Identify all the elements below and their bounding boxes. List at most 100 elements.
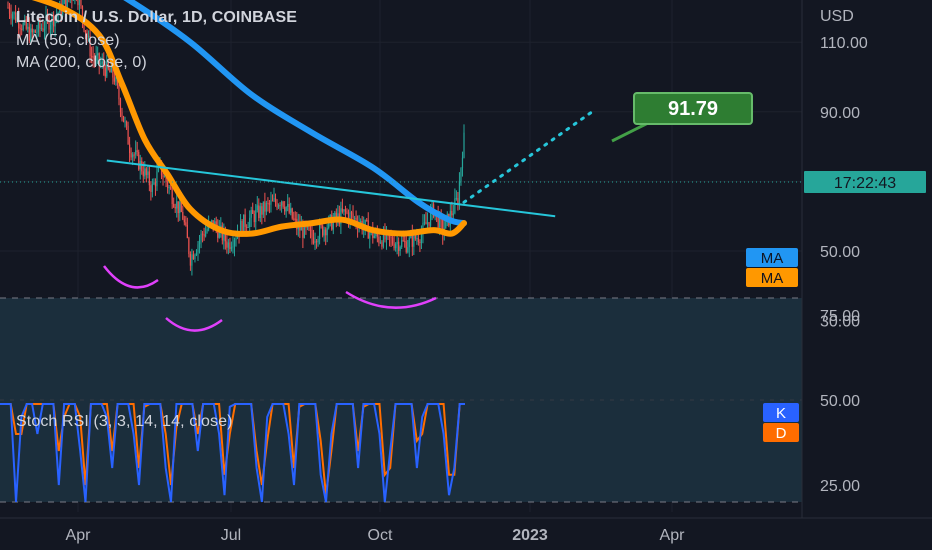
candle-body bbox=[94, 58, 96, 61]
candle-body bbox=[451, 210, 453, 216]
candle-body bbox=[18, 17, 20, 29]
candle-body bbox=[230, 246, 233, 250]
candle-body bbox=[180, 201, 182, 212]
candle-body bbox=[22, 22, 24, 30]
candle-body bbox=[410, 234, 412, 238]
candle-body bbox=[428, 222, 430, 226]
candle-body bbox=[118, 85, 120, 100]
candle-body bbox=[344, 209, 347, 212]
candle-body bbox=[378, 236, 380, 243]
candle-body bbox=[277, 205, 280, 208]
candle-body bbox=[77, 0, 79, 6]
candle-body bbox=[163, 175, 166, 178]
candle-body bbox=[189, 254, 191, 266]
candle-body bbox=[112, 66, 114, 78]
candle-body bbox=[185, 222, 187, 226]
candle-body bbox=[84, 30, 87, 34]
candle-body bbox=[135, 150, 137, 155]
ma-badge-label: MA bbox=[761, 270, 784, 287]
candle-body bbox=[271, 200, 274, 202]
candle-body bbox=[312, 237, 315, 243]
candle-body bbox=[253, 213, 255, 223]
candle-body bbox=[306, 226, 309, 228]
right-shoulder-arc bbox=[345, 290, 437, 309]
candle-body bbox=[429, 210, 432, 226]
candle-body bbox=[65, 0, 67, 11]
candle-body bbox=[104, 68, 106, 77]
candle-body bbox=[233, 240, 236, 247]
candle-body bbox=[235, 238, 237, 241]
ma200-legend: MA (200, close, 0) bbox=[16, 54, 147, 71]
stoch-badge-d bbox=[763, 423, 799, 442]
candle-body bbox=[329, 214, 331, 218]
candle-body bbox=[284, 207, 286, 212]
candle-body bbox=[311, 230, 313, 238]
candle-body bbox=[53, 14, 55, 27]
ma50-legend: MA (50, close) bbox=[16, 32, 120, 49]
candle-body bbox=[182, 211, 184, 220]
projection-dotted-line bbox=[462, 109, 596, 204]
countdown-label: 17:22:43 bbox=[834, 175, 896, 192]
candle-body bbox=[375, 232, 377, 236]
candle-body bbox=[36, 32, 38, 34]
price-tick-label: 50.00 bbox=[820, 244, 860, 261]
candle-body bbox=[154, 182, 157, 187]
candle-body bbox=[279, 205, 281, 207]
candle-body bbox=[205, 231, 207, 237]
candle-body bbox=[63, 0, 65, 4]
candle-body bbox=[103, 61, 105, 69]
candle-body bbox=[142, 171, 144, 177]
candle-body bbox=[33, 30, 35, 33]
candle-body bbox=[243, 214, 245, 234]
candle-body bbox=[116, 76, 119, 86]
candle-body bbox=[270, 200, 272, 205]
candle-body bbox=[265, 202, 267, 212]
candle-body bbox=[165, 175, 167, 183]
candle-body bbox=[19, 28, 21, 30]
candle-body bbox=[121, 112, 123, 117]
price-tick-label: 30.00 bbox=[820, 314, 860, 331]
candle-body bbox=[174, 206, 176, 209]
candle-body bbox=[416, 238, 418, 240]
candle-body bbox=[294, 218, 296, 220]
candle-body bbox=[217, 227, 219, 238]
candle-body bbox=[226, 241, 228, 248]
candle-body bbox=[167, 182, 169, 189]
candle-body bbox=[168, 187, 170, 189]
candle-body bbox=[423, 222, 426, 224]
candle-body bbox=[78, 0, 81, 6]
candle-body bbox=[458, 181, 461, 205]
candle-body bbox=[460, 168, 462, 182]
candle-body bbox=[133, 154, 135, 156]
candle-body bbox=[437, 212, 439, 228]
candle-body bbox=[332, 219, 334, 230]
candle-body bbox=[408, 237, 410, 248]
candle-body bbox=[16, 17, 18, 22]
candle-body bbox=[346, 211, 348, 213]
candle-body bbox=[290, 208, 292, 213]
candle-body bbox=[34, 30, 36, 33]
candle-body bbox=[366, 219, 368, 221]
candle-body bbox=[343, 209, 345, 212]
candle-body bbox=[119, 99, 122, 113]
candle-body bbox=[220, 225, 222, 229]
candle-body bbox=[341, 208, 343, 212]
candle-body bbox=[276, 202, 278, 208]
candle-body bbox=[337, 213, 339, 219]
target-label: 91.79 bbox=[668, 98, 718, 120]
ma200-line bbox=[123, 0, 467, 227]
chart-title: Litecoin / U.S. Dollar, 1D, COINBASE bbox=[16, 9, 297, 26]
head-arc bbox=[165, 317, 223, 332]
price-panel: 91.79 bbox=[0, 0, 802, 332]
candle-body bbox=[100, 63, 102, 65]
candle-body bbox=[227, 242, 229, 248]
candle-body bbox=[261, 206, 263, 215]
candle-body bbox=[30, 28, 32, 41]
candle-body bbox=[325, 229, 327, 236]
candle-body bbox=[162, 175, 164, 178]
candle-body bbox=[115, 76, 117, 82]
candle-body bbox=[250, 209, 252, 218]
stoch-tick-label: 50.00 bbox=[820, 393, 860, 410]
